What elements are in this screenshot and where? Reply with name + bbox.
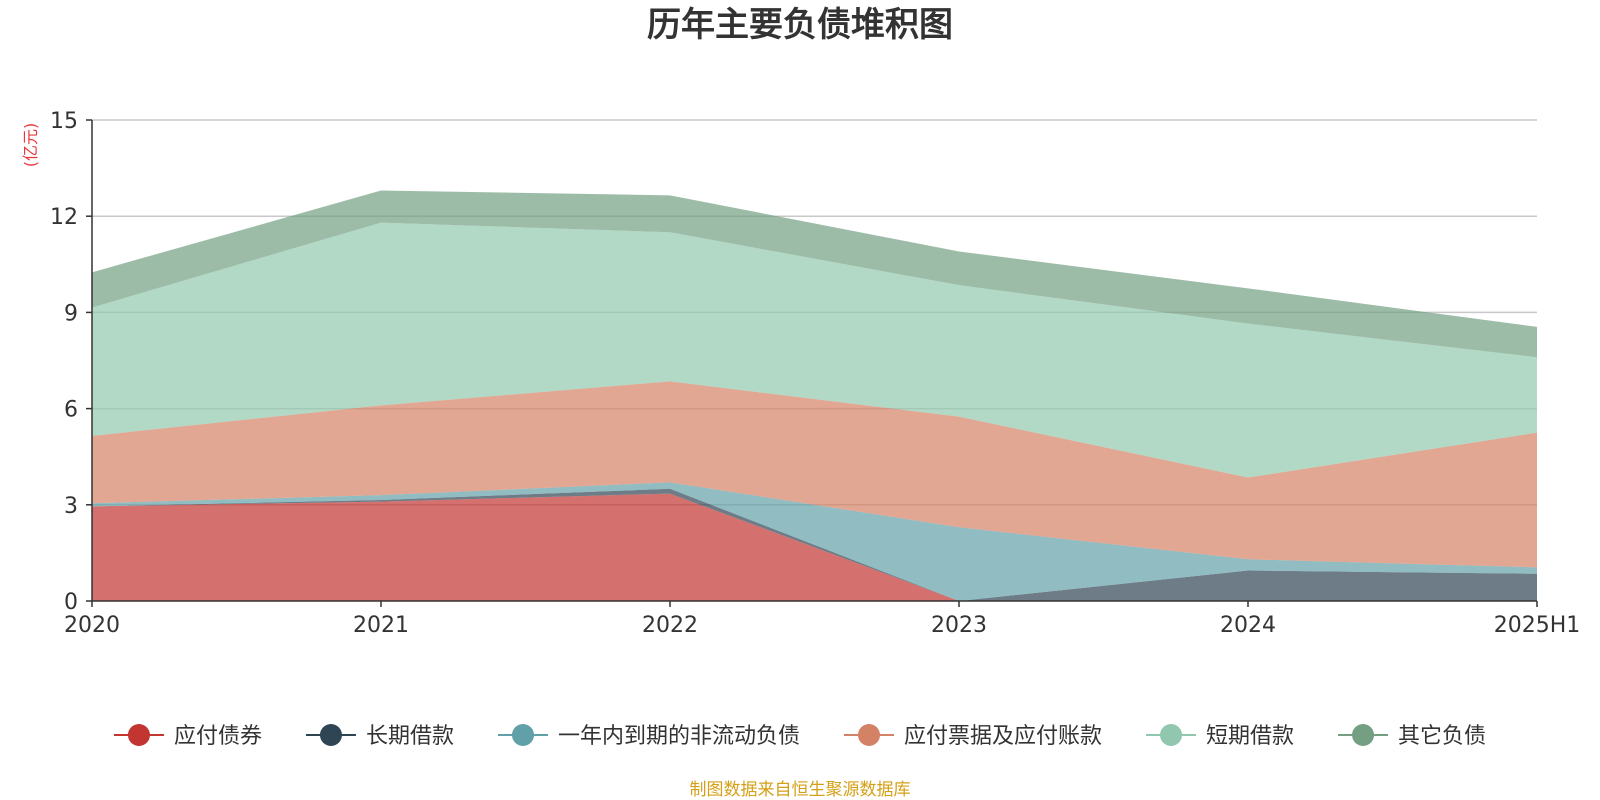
y-axis-ticks: 0 3 6 9 12 15: [50, 109, 92, 615]
legend-label: 长期借款: [366, 724, 454, 749]
legend-item-4[interactable]: 短期借款: [1146, 724, 1294, 749]
area-series-0: [92, 493, 1537, 601]
y-tick-label: 3: [64, 494, 78, 519]
y-tick-label: 0: [64, 590, 78, 615]
legend-label: 其它负债: [1398, 724, 1486, 749]
y-tick-label: 6: [64, 398, 78, 423]
legend-marker-icon: [1352, 724, 1375, 746]
x-tick-label: 2024: [1220, 613, 1276, 638]
legend-marker-icon: [127, 724, 150, 746]
x-tick-label: 2022: [642, 613, 698, 638]
x-axis-ticks: 2020 2021 2022 2023 2024 2025H1: [64, 601, 1580, 638]
legend-item-1[interactable]: 长期借款: [305, 724, 454, 749]
legend[interactable]: 应付债券 长期借款 一年内到期的非流动负债 应付票据及应付账款 短期借款 其它负债: [113, 724, 1486, 749]
y-axis-unit-label: (亿元): [21, 123, 40, 168]
area-series-3: [92, 381, 1537, 568]
chart-title: 历年主要负债堆积图: [647, 5, 953, 45]
legend-label: 应付债券: [174, 724, 262, 749]
y-tick-label: 9: [64, 301, 78, 326]
legend-marker-icon: [858, 724, 880, 746]
axes: [91, 120, 1537, 602]
x-tick-label: 2025H1: [1494, 613, 1581, 638]
legend-marker-icon: [319, 724, 342, 746]
legend-item-0[interactable]: 应付债券: [113, 724, 262, 749]
data-source-note: 制图数据来自恒生聚源数据库: [690, 780, 911, 800]
legend-label: 短期借款: [1206, 724, 1294, 749]
x-tick-label: 2023: [931, 613, 987, 638]
x-tick-label: 2021: [353, 613, 409, 638]
legend-item-2[interactable]: 一年内到期的非流动负债: [497, 724, 800, 749]
legend-item-3[interactable]: 应付票据及应付账款: [844, 724, 1102, 749]
legend-label: 一年内到期的非流动负债: [558, 724, 800, 749]
area-series-2: [92, 482, 1537, 601]
series-areas: [92, 190, 1537, 601]
area-series-5: [92, 190, 1537, 358]
legend-label: 应付票据及应付账款: [904, 724, 1102, 749]
legend-item-5[interactable]: 其它负债: [1338, 724, 1486, 749]
area-series-1: [92, 488, 1537, 601]
legend-marker-icon: [1160, 724, 1183, 746]
legend-marker-icon: [511, 724, 534, 746]
y-tick-label: 12: [50, 205, 78, 230]
area-series-4: [92, 222, 1537, 478]
x-tick-label: 2020: [64, 613, 120, 638]
y-tick-label: 15: [50, 109, 78, 134]
